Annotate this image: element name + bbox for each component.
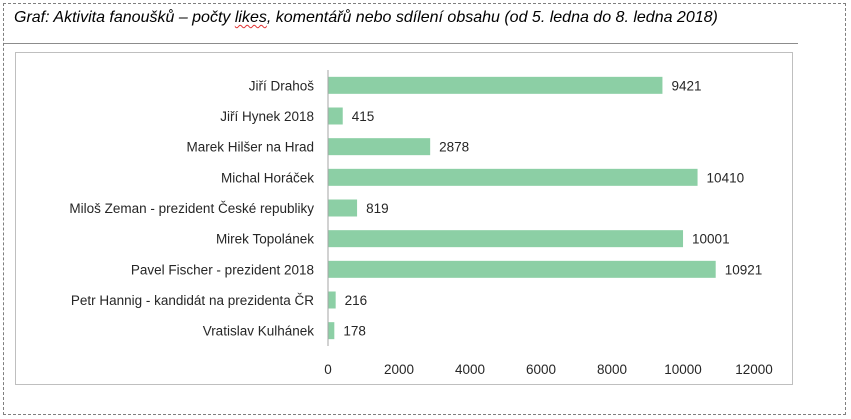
category-label-4: Michal Horáček (221, 170, 314, 185)
bar-8 (328, 291, 336, 309)
bar-1 (328, 76, 663, 94)
bar-7 (328, 260, 716, 278)
chart-title: Graf: Aktivita fanoušků – počty likes, k… (14, 9, 718, 27)
bar-4 (328, 168, 698, 186)
data-label-8: 216 (345, 293, 368, 308)
figure-frame (3, 3, 846, 415)
category-label-1: Jiří Drahoš (249, 78, 315, 93)
data-label-2: 415 (352, 109, 375, 124)
data-label-9: 178 (343, 324, 366, 339)
data-label-7: 10921 (725, 262, 763, 277)
x-tick-label-5: 8000 (597, 362, 627, 377)
category-label-8: Petr Hannig - kandidát na prezidenta ČR (71, 293, 314, 308)
data-label-6: 10001 (692, 232, 730, 247)
x-tick-label-2: 2000 (384, 362, 414, 377)
chart-area (15, 52, 793, 385)
x-tick-label-6: 10000 (664, 362, 702, 377)
x-tick-label-7: 12000 (735, 362, 773, 377)
bar-9 (328, 322, 335, 340)
chart-title-prefix: Graf: Aktivita fanoušků – počty (14, 9, 235, 26)
x-tick-label-4: 6000 (526, 362, 556, 377)
bar-2 (328, 107, 343, 125)
data-label-5: 819 (366, 201, 389, 216)
data-label-1: 9421 (671, 78, 701, 93)
x-tick-label-3: 4000 (455, 362, 485, 377)
x-tick-label-1: 0 (324, 362, 332, 377)
bar-6 (328, 230, 684, 248)
bar-5 (328, 199, 358, 217)
title-divider (4, 43, 798, 44)
data-label-4: 10410 (707, 170, 745, 185)
category-label-9: Vratislav Kulhánek (203, 324, 315, 339)
chart-title-flagged-word: likes (234, 9, 267, 26)
category-label-5: Miloš Zeman - prezident České republiky (69, 201, 314, 216)
category-label-2: Jiří Hynek 2018 (220, 109, 314, 124)
data-label-3: 2878 (439, 140, 469, 155)
bar-3 (328, 138, 431, 156)
category-label-6: Mirek Topolánek (216, 232, 314, 247)
chart-title-suffix: , komentářů nebo sdílení obsahu (od 5. l… (266, 9, 718, 26)
category-label-7: Pavel Fischer - prezident 2018 (131, 262, 314, 277)
category-label-3: Marek Hilšer na Hrad (186, 140, 314, 155)
